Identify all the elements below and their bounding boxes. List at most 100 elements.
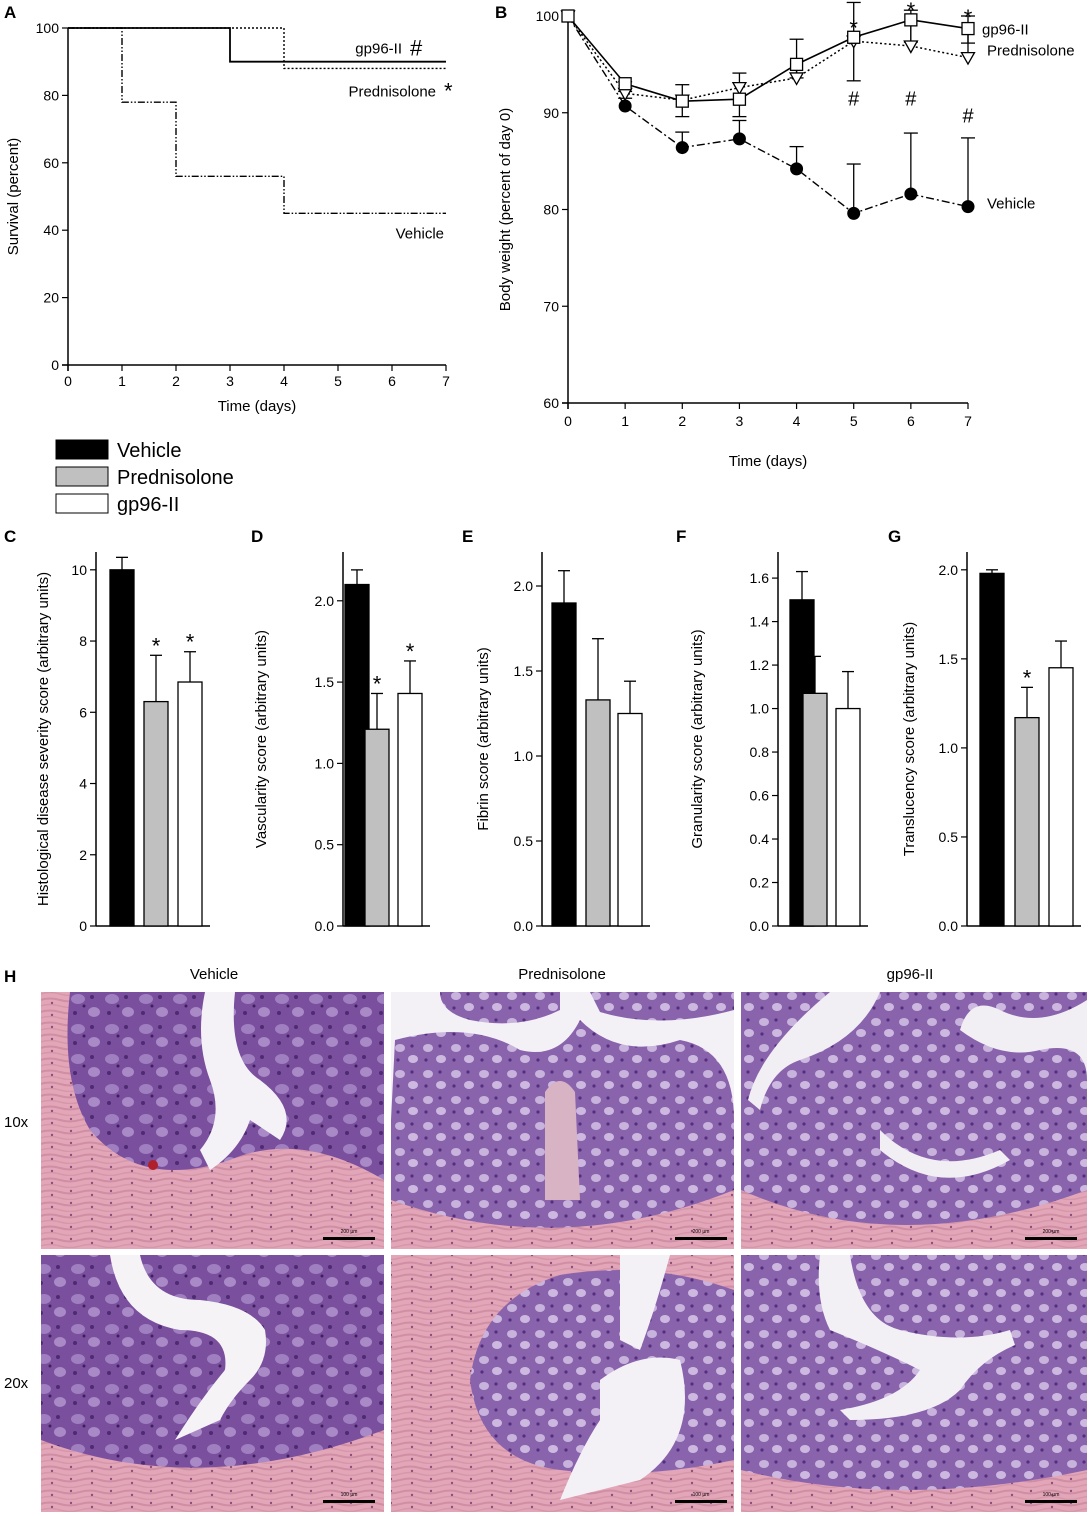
data-point-vehicle <box>904 187 918 201</box>
x-tick-label: 7 <box>442 373 450 389</box>
bar-gp96-ii <box>397 692 423 927</box>
scale-bar-label: 100 µm <box>693 1492 710 1498</box>
significance-marker: * <box>907 0 916 23</box>
scale-bar-label: 100 µm <box>341 1492 358 1498</box>
bar-prednisolone <box>802 692 828 927</box>
significance-marker: * <box>186 630 195 655</box>
x-tick-label: 0 <box>564 413 572 429</box>
survival-chart: 0 1 2 3 4 5 6 7 0 20 40 60 80 100 Time (days) Survival … <box>5 20 453 415</box>
survival-line-prednisolone <box>68 27 446 70</box>
series-line-gp96-ii <box>567 15 969 102</box>
y-tick-label: 100 <box>536 8 560 24</box>
x-tick-label: 2 <box>172 373 180 389</box>
y-axis-label: Histological disease severity score (arb… <box>35 572 52 906</box>
y-tick-label: 0.6 <box>750 788 770 804</box>
histological-score-chart: 0 2 4 6 8 10 Histological disease severity sco… <box>35 552 210 934</box>
scale-bar-label: 100 µm <box>1043 1492 1060 1498</box>
legend-label-prednisolone: Prednisolone <box>117 467 234 489</box>
series-label-prednisolone: Prednisolone <box>348 83 436 100</box>
histology-col-vehicle: Vehicle <box>190 966 238 983</box>
significance-marker: * <box>964 5 973 30</box>
y-axis-label: Granularity score (arbitrary units) <box>689 629 706 848</box>
x-tick-label: 2 <box>678 413 686 429</box>
legend-swatch-gp96 <box>55 493 109 514</box>
y-tick-label: 1.0 <box>939 740 959 756</box>
scale-bar-line <box>1025 1500 1077 1503</box>
x-tick-label: 3 <box>226 373 234 389</box>
y-tick-label: 0.0 <box>514 918 534 934</box>
significance-marker: # <box>848 88 860 110</box>
y-tick-label: 0.2 <box>750 875 770 891</box>
scale-bar-line <box>323 1500 375 1503</box>
bar-prednisolone <box>1014 716 1040 927</box>
y-tick-label: 0.5 <box>514 833 534 849</box>
x-axis-label: Time (days) <box>729 453 808 470</box>
y-tick-label: 2.0 <box>514 578 534 594</box>
legend-swatch-vehicle <box>55 439 109 460</box>
x-tick-label: 1 <box>621 413 629 429</box>
scale-bar-line <box>675 1500 727 1503</box>
translucency-score-chart: 0.0 0.5 1.0 1.5 2.0 Translucency score (arbit… <box>901 552 1081 934</box>
y-tick-label: 1.5 <box>315 674 335 690</box>
panel-label-c: C <box>4 527 16 546</box>
y-tick-label: 0.0 <box>315 918 335 934</box>
y-axis-label: Fibrin score (arbitrary units) <box>475 647 492 830</box>
data-point-gp96 <box>789 57 804 72</box>
scale-bar-label: 200 µm <box>1043 1229 1060 1235</box>
x-axis-label: Time (days) <box>218 398 297 415</box>
legend-label-gp96: gp96-II <box>117 494 179 516</box>
x-tick-label: 6 <box>907 413 915 429</box>
legend-swatch-prednisolone <box>55 466 109 487</box>
y-tick-label: 0 <box>51 357 59 373</box>
x-tick-label: 3 <box>736 413 744 429</box>
y-tick-label: 6 <box>79 704 87 720</box>
significance-marker: # <box>410 36 423 61</box>
data-point-vehicle <box>732 132 746 146</box>
bar-gp96-ii <box>617 712 643 927</box>
bar-gp96-ii <box>177 681 203 927</box>
y-tick-label: 1.2 <box>750 657 770 673</box>
y-tick-label: 90 <box>543 105 559 121</box>
x-tick-label: 5 <box>850 413 858 429</box>
bar-prednisolone <box>364 728 390 927</box>
y-tick-label: 1.4 <box>750 614 770 630</box>
data-point-prednisolone <box>903 40 919 54</box>
significance-marker: * <box>1023 665 1032 690</box>
scale-bar-line <box>323 1237 375 1240</box>
series-label-prednisolone: Prednisolone <box>987 43 1075 60</box>
data-point-gp96 <box>732 92 747 106</box>
y-tick-label: 4 <box>79 776 87 792</box>
data-point-prednisolone <box>788 72 805 86</box>
y-tick-label: 0.0 <box>939 918 959 934</box>
histology-col-prednisolone: Prednisolone <box>518 966 606 983</box>
series-label-gp96-ii: gp96-II <box>982 22 1029 39</box>
y-tick-label: 0 <box>79 918 87 934</box>
data-point-vehicle <box>618 99 632 113</box>
y-tick-label: 0.8 <box>750 744 770 760</box>
x-tick-label: 4 <box>280 373 288 389</box>
y-tick-label: 70 <box>543 298 559 314</box>
data-point-gp96 <box>847 30 861 44</box>
y-axis-label: Body weight (percent of day 0) <box>497 108 514 311</box>
y-tick-label: 0.5 <box>939 829 959 845</box>
histology-grid: Vehicle Prednisolone gp96-II 10x 20x 200… <box>4 966 1087 1512</box>
data-point-prednisolone <box>731 81 748 96</box>
y-tick-label: 1.5 <box>939 651 959 667</box>
y-tick-label: 2.0 <box>315 593 335 609</box>
x-tick-label: 4 <box>793 413 801 429</box>
data-point-vehicle <box>961 200 975 214</box>
bar-prednisolone <box>585 699 611 927</box>
y-axis-label: Translucency score (arbitrary units) <box>901 622 918 857</box>
x-tick-label: 5 <box>334 373 342 389</box>
scale-bar-line <box>1025 1237 1077 1240</box>
y-axis-label: Vascularity score (arbitrary units) <box>253 630 270 848</box>
micrograph-prednisolone-20x: 100 µm <box>391 1255 734 1512</box>
panel-label-e: E <box>462 527 473 546</box>
x-tick-label: 1 <box>118 373 126 389</box>
y-tick-label: 100 <box>36 20 60 36</box>
data-point-prednisolone <box>960 51 976 66</box>
significance-marker: * <box>849 16 858 41</box>
panel-label-b: B <box>495 3 507 22</box>
x-tick-label: 6 <box>388 373 396 389</box>
